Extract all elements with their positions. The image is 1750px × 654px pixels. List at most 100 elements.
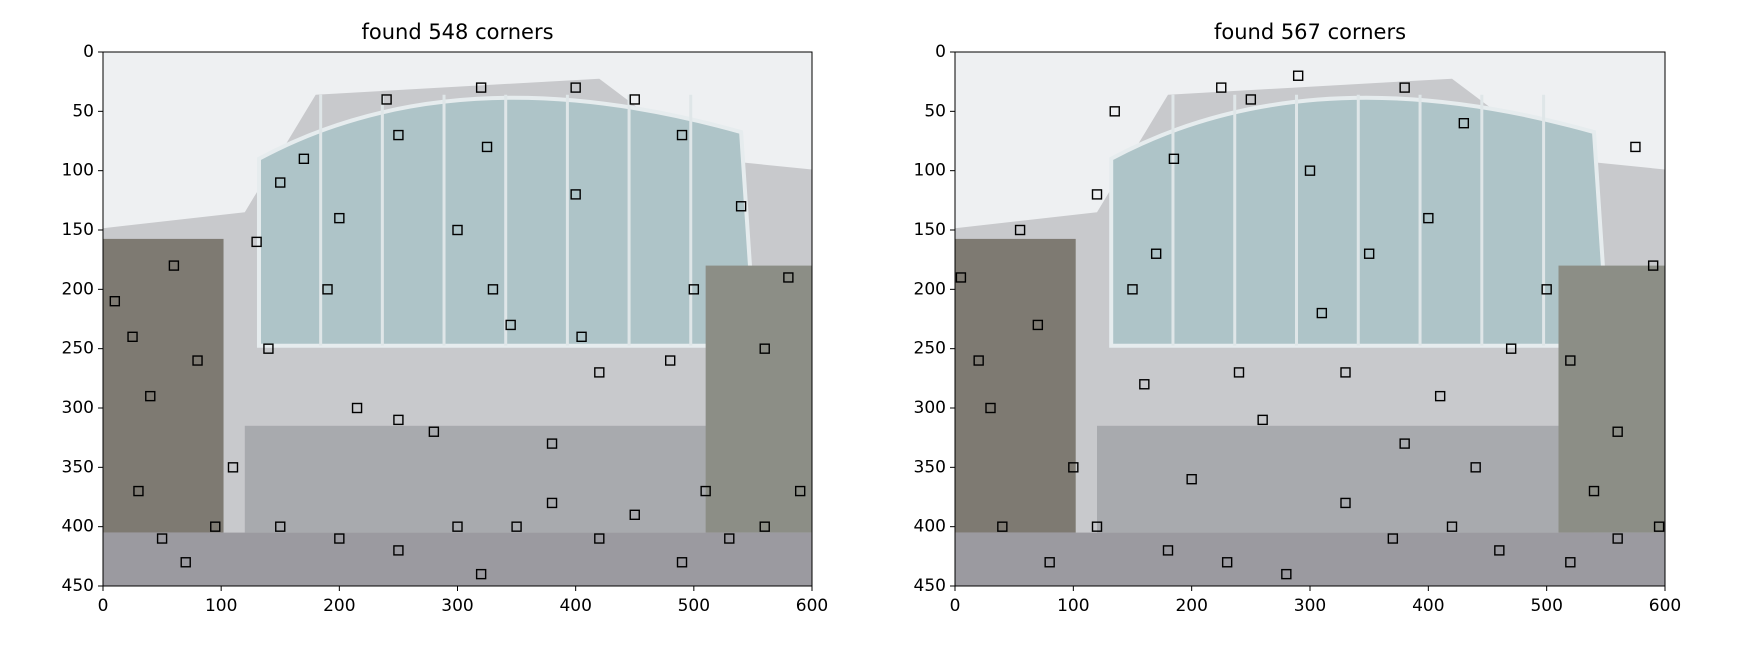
corner-marker <box>1434 390 1446 402</box>
corner-marker <box>428 426 440 437</box>
x-tick-label: 400 <box>1412 596 1444 616</box>
y-tick-label: 400 <box>914 517 946 537</box>
corner-marker <box>1014 224 1026 236</box>
corner-marker <box>133 485 144 497</box>
corner-marker <box>973 355 984 366</box>
corner-marker <box>546 438 558 449</box>
axes: 0 100 200 300 400 500 600 0 50 100 150 200 250 300 350… <box>62 20 829 616</box>
corner-marker <box>665 355 676 366</box>
corner-marker <box>1216 82 1227 93</box>
corner-marker <box>227 462 239 473</box>
corner-marker <box>156 533 168 544</box>
y-tick-label: 350 <box>914 457 946 477</box>
corner-marker <box>168 260 180 271</box>
corner-marker <box>1304 165 1316 176</box>
corner-marker <box>688 284 700 295</box>
corner-marker <box>210 521 221 532</box>
corner-marker <box>1494 545 1505 556</box>
corner-marker <box>251 236 262 248</box>
corner-marker <box>1470 462 1481 473</box>
y-tick-label: 0 <box>935 42 946 62</box>
corner-marker <box>275 521 286 532</box>
corner-marker <box>263 343 274 354</box>
corner-marker <box>192 355 203 366</box>
corner-marker <box>1044 557 1055 568</box>
corner-marker <box>1257 414 1268 426</box>
photo-ground <box>955 532 1665 586</box>
x-tick-label: 500 <box>678 596 710 616</box>
axes: 0 100 200 300 400 500 600 0 50 100 150 200 250 300 350… <box>914 20 1682 616</box>
corner-marker <box>1565 557 1576 568</box>
corner-marker <box>1150 248 1162 259</box>
corner-marker <box>1458 117 1470 129</box>
corner-marker <box>1292 70 1304 81</box>
corner-marker <box>1091 189 1103 200</box>
corner-marker <box>393 545 404 556</box>
y-tick-label: 450 <box>914 576 946 596</box>
corner-marker <box>475 82 487 93</box>
corner-marker <box>1281 568 1292 580</box>
corner-marker <box>1168 153 1180 165</box>
corner-marker <box>1630 141 1641 153</box>
corner-marker <box>594 367 605 378</box>
corner-marker <box>759 343 770 354</box>
corner-marker <box>724 533 735 544</box>
x-tick-label: 0 <box>98 596 109 616</box>
x-tick-label: 600 <box>796 596 828 616</box>
y-tick-label: 300 <box>62 398 94 418</box>
corner-marker <box>475 568 487 580</box>
corner-marker <box>1647 260 1659 271</box>
corner-marker <box>505 319 516 331</box>
corner-marker <box>322 284 333 295</box>
y-tick-label: 350 <box>62 457 94 477</box>
corner-marker <box>1565 355 1576 366</box>
corner-marker <box>452 521 463 532</box>
x-tick-label: 600 <box>1649 596 1681 616</box>
y-tick-label: 300 <box>914 398 946 418</box>
y-tick-label: 50 <box>72 101 94 121</box>
corner-marker <box>1162 545 1174 556</box>
x-tick-label: 100 <box>1057 596 1089 616</box>
y-tick-label: 0 <box>83 42 94 62</box>
x-tick-label: 200 <box>1175 596 1207 616</box>
corner-marker <box>570 82 581 93</box>
corner-marker <box>1399 438 1410 449</box>
corner-marker <box>1653 521 1665 532</box>
corner-marker <box>985 402 996 414</box>
axes-title: found 548 corners <box>361 20 553 44</box>
photo-right-foliage <box>705 265 812 533</box>
corner-marker <box>393 129 404 141</box>
corner-marker <box>1612 426 1623 437</box>
corner-marker <box>546 497 558 509</box>
corner-marker <box>955 272 967 283</box>
corner-marker <box>700 485 711 497</box>
corner-marker <box>481 141 493 153</box>
x-tick-label: 300 <box>1294 596 1326 616</box>
corner-marker <box>570 189 581 200</box>
corner-marker <box>629 509 640 520</box>
corner-marker <box>1068 462 1079 473</box>
corner-marker <box>676 129 688 141</box>
corner-marker <box>794 485 806 497</box>
corner-marker <box>676 557 688 568</box>
corner-marker <box>1387 533 1399 544</box>
photo-left-foliage <box>103 238 224 533</box>
corner-marker <box>1612 533 1623 544</box>
y-tick-label: 200 <box>914 279 946 299</box>
corner-marker <box>997 521 1008 532</box>
corner-marker <box>334 212 345 224</box>
corner-marker <box>1541 284 1552 295</box>
photo-right-foliage <box>1558 265 1665 533</box>
y-tick-label: 100 <box>914 161 946 181</box>
corner-marker <box>452 224 463 236</box>
corner-marker <box>1363 248 1375 259</box>
x-tick-label: 0 <box>950 596 961 616</box>
corner-marker <box>1399 82 1410 93</box>
corner-marker <box>145 390 156 402</box>
corner-marker <box>393 414 404 426</box>
x-tick-label: 100 <box>205 596 237 616</box>
corner-marker <box>1109 106 1120 117</box>
y-tick-label: 250 <box>914 339 946 359</box>
corner-marker <box>1186 474 1197 485</box>
